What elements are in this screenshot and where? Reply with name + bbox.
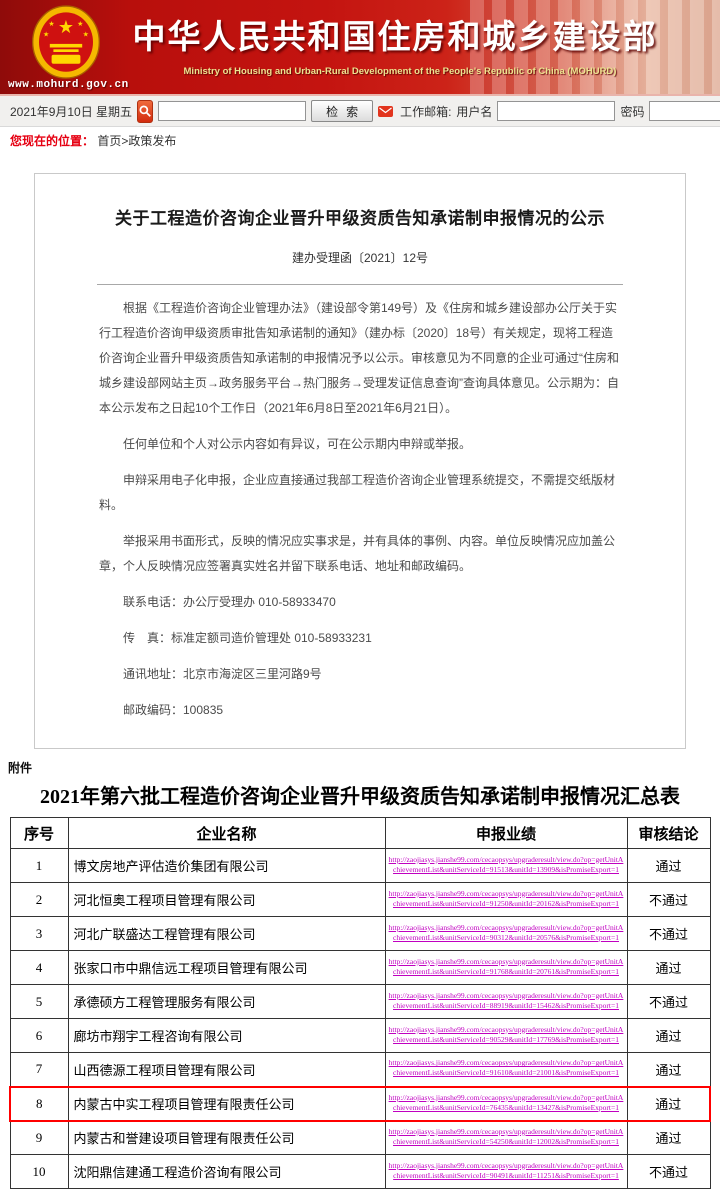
current-date: 2021年9月10日 星期五 [10, 104, 133, 119]
svg-text:★: ★ [43, 30, 49, 39]
breadcrumb-path[interactable]: 首页>政策发布 [97, 134, 177, 148]
performance-link[interactable]: http://zaojiasys.jianshe99.com/cecaopsys… [388, 1126, 624, 1146]
review-result: 不通过 [626, 916, 711, 951]
paragraph: 任何单位和个人对公示内容如有异议，可在公示期内申辩或举报。 [123, 437, 472, 451]
row-number: 10 [9, 1154, 69, 1189]
review-result: 通过 [626, 950, 711, 985]
company-name: 廊坊市翔宇工程咨询有限公司 [67, 1018, 386, 1053]
column-header-performance: 申报业绩 [384, 817, 628, 849]
performance-link[interactable]: http://zaojiasys.jianshe99.com/cecaopsys… [388, 1092, 624, 1112]
attachment-label: 附件 [8, 761, 33, 775]
site-title: 中华人民共和国住房和城乡建设部 [132, 20, 658, 56]
review-result: 通过 [626, 848, 711, 883]
table-row: 6 廊坊市翔宇工程咨询有限公司 http://zaojiasys.jianshe… [9, 1018, 711, 1053]
svg-text:★: ★ [77, 19, 83, 28]
row-number: 1 [9, 848, 69, 883]
performance-link[interactable]: http://zaojiasys.jianshe99.com/cecaopsys… [388, 1058, 624, 1078]
table-row: 9 内蒙古和誉建设项目管理有限责任公司 http://zaojiasys.jia… [9, 1120, 711, 1155]
company-name: 河北广联盛达工程管理有限公司 [67, 916, 386, 951]
table-header-row: 序号 企业名称 申报业绩 审核结论 [9, 817, 711, 849]
review-result: 不通过 [626, 882, 711, 917]
site-title-english: Ministry of Housing and Urban-Rural Deve… [183, 66, 617, 77]
banner-building-photo [470, 0, 720, 94]
work-mail-label: 工作邮箱: [400, 104, 452, 119]
performance-link[interactable]: http://zaojiasys.jianshe99.com/cecaopsys… [388, 854, 624, 874]
top-toolbar: 2021年9月10日 星期五 检索 工作邮箱: 用户名 密码 登录 ↑ 设为首页… [0, 96, 720, 127]
site-url: www.mohurd.gov.cn [8, 79, 129, 91]
column-header-result: 审核结论 [626, 817, 711, 849]
review-result: 不通过 [626, 984, 711, 1019]
paragraph: 根据《工程造价咨询企业管理办法》（建设部令第149号）及《住房和城乡建设部办公厅… [99, 301, 619, 415]
review-result: 不通过 [626, 1154, 711, 1189]
paragraph: 举报采用书面形式，反映的情况应实事求是，并有具体的事例、内容。单位反映情况应加盖… [99, 534, 616, 573]
performance-link[interactable]: http://zaojiasys.jianshe99.com/cecaopsys… [388, 1024, 624, 1044]
performance-link[interactable]: http://zaojiasys.jianshe99.com/cecaopsys… [388, 888, 624, 908]
review-result: 通过 [626, 1052, 711, 1087]
review-result: 通过 [626, 1085, 711, 1122]
company-name: 博文房地产评估造价集团有限公司 [67, 848, 386, 883]
row-number: 5 [9, 984, 69, 1019]
company-name: 山西德源工程项目管理有限公司 [67, 1052, 386, 1087]
password-label: 密码 [620, 104, 645, 119]
contact-fax: 传 真：标准定额司造价管理处 010-58933231 [123, 631, 372, 645]
company-name: 河北恒奥工程项目管理有限公司 [67, 882, 386, 917]
document-number: 建办受理函〔2021〕12号 [291, 251, 429, 265]
paragraph: 申辩采用电子化申报，企业应直接通过我部工程造价咨询企业管理系统提交，不需提交纸版… [99, 473, 616, 512]
svg-text:★: ★ [83, 30, 89, 39]
attachment-table-title: 2021年第六批工程造价咨询企业晋升甲级资质告知承诺制申报情况汇总表 [40, 786, 680, 808]
row-number: 6 [9, 1018, 69, 1053]
svg-text:★: ★ [58, 17, 74, 37]
column-header-company: 企业名称 [67, 817, 386, 849]
company-name: 内蒙古和誉建设项目管理有限责任公司 [67, 1120, 386, 1155]
breadcrumb-label: 您现在的位置： [10, 134, 95, 148]
mail-icon [378, 105, 394, 117]
table-row: 7 山西德源工程项目管理有限公司 http://zaojiasys.jiansh… [9, 1052, 711, 1087]
row-number: 7 [9, 1052, 69, 1087]
row-number: 4 [9, 950, 69, 985]
table-row: 4 张家口市中鼎信远工程项目管理有限公司 http://zaojiasys.ji… [9, 950, 711, 985]
company-name: 内蒙古中实工程项目管理有限责任公司 [67, 1085, 386, 1122]
username-label: 用户名 [456, 104, 493, 119]
performance-link[interactable]: http://zaojiasys.jianshe99.com/cecaopsys… [388, 956, 624, 976]
table-row-highlighted: 8 内蒙古中实工程项目管理有限责任公司 http://zaojiasys.jia… [9, 1085, 711, 1122]
table-row: 10 沈阳鼎信建通工程造价咨询有限公司 http://zaojiasys.jia… [9, 1154, 711, 1189]
row-number: 8 [9, 1085, 69, 1122]
notice-body: 根据《工程造价咨询企业管理办法》（建设部令第149号）及《住房和城乡建设部办公厅… [99, 296, 621, 723]
row-number: 9 [9, 1120, 69, 1155]
performance-link[interactable]: http://zaojiasys.jianshe99.com/cecaopsys… [388, 1160, 624, 1180]
svg-text:★: ★ [48, 19, 54, 28]
company-name: 承德硕方工程管理服务有限公司 [67, 984, 386, 1019]
notice-document: 关于工程造价咨询企业晋升甲级资质告知承诺制申报情况的公示 建办受理函〔2021〕… [34, 173, 686, 749]
title-divider [97, 284, 623, 285]
column-header-no: 序号 [9, 817, 69, 849]
table-row: 3 河北广联盛达工程管理有限公司 http://zaojiasys.jiansh… [9, 916, 711, 951]
row-number: 3 [9, 916, 69, 951]
notice-title: 关于工程造价咨询企业晋升甲级资质告知承诺制申报情况的公示 [115, 209, 605, 228]
username-input[interactable] [497, 101, 616, 121]
row-number: 2 [9, 882, 69, 917]
application-results-table: 序号 企业名称 申报业绩 审核结论 1 博文房地产评估造价集团有限公司 http… [9, 817, 711, 1189]
contact-address: 通讯地址：北京市海淀区三里河路9号 [123, 667, 322, 681]
site-banner: ★ ★ ★ ★ ★ www.mohurd.gov.cn 中华人民共和国住房和城乡… [0, 0, 720, 96]
review-result: 通过 [626, 1120, 711, 1155]
search-submit-button[interactable]: 检索 [311, 100, 374, 122]
search-input[interactable] [158, 101, 307, 121]
contact-postcode: 邮政编码：100835 [123, 703, 224, 717]
password-input[interactable] [649, 101, 720, 121]
table-row: 1 博文房地产评估造价集团有限公司 http://zaojiasys.jians… [9, 848, 711, 883]
search-icon-button[interactable] [137, 99, 154, 123]
performance-link[interactable]: http://zaojiasys.jianshe99.com/cecaopsys… [388, 990, 624, 1010]
contact-phone: 联系电话：办公厅受理办 010-58933470 [123, 595, 336, 609]
search-icon [138, 104, 152, 118]
performance-link[interactable]: http://zaojiasys.jianshe99.com/cecaopsys… [388, 922, 624, 942]
company-name: 张家口市中鼎信远工程项目管理有限公司 [67, 950, 386, 985]
table-row: 5 承德硕方工程管理服务有限公司 http://zaojiasys.jiansh… [9, 984, 711, 1019]
national-emblem: ★ ★ ★ ★ ★ [16, 4, 116, 87]
review-result: 通过 [626, 1018, 711, 1053]
company-name: 沈阳鼎信建通工程造价咨询有限公司 [67, 1154, 386, 1189]
table-row: 2 河北恒奥工程项目管理有限公司 http://zaojiasys.jiansh… [9, 882, 711, 917]
breadcrumb: 您现在的位置： 首页>政策发布 [0, 127, 720, 153]
